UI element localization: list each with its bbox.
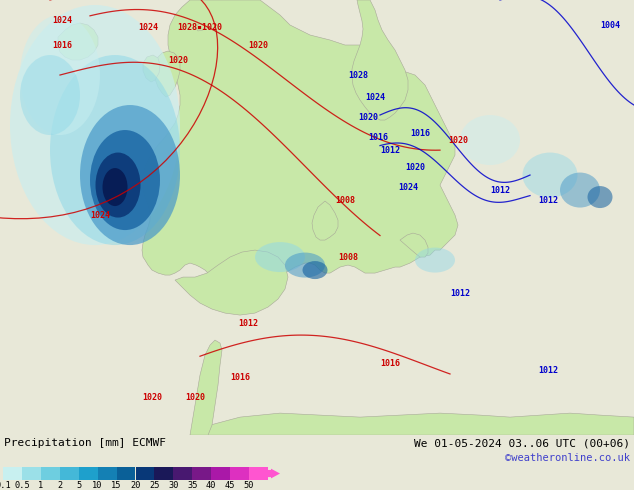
Ellipse shape	[522, 152, 578, 197]
Bar	[3, 467, 22, 480]
Text: 1020: 1020	[448, 136, 468, 145]
Text: 1016: 1016	[380, 359, 400, 368]
Text: 1012: 1012	[238, 318, 258, 328]
Bar	[192, 467, 211, 480]
Text: ©weatheronline.co.uk: ©weatheronline.co.uk	[505, 453, 630, 463]
Text: 1020: 1020	[142, 392, 162, 402]
Text: 1016: 1016	[52, 41, 72, 49]
Ellipse shape	[460, 115, 520, 165]
Bar	[98, 467, 117, 480]
Text: 15: 15	[112, 481, 122, 490]
Polygon shape	[352, 0, 408, 120]
Text: 0.1: 0.1	[0, 481, 11, 490]
Ellipse shape	[10, 5, 180, 245]
Text: 1024: 1024	[52, 16, 72, 24]
Text: 1020: 1020	[358, 113, 378, 122]
Ellipse shape	[560, 172, 600, 208]
Bar	[60, 467, 79, 480]
Text: 1016: 1016	[368, 132, 388, 142]
Text: 1024: 1024	[365, 93, 385, 101]
Ellipse shape	[588, 186, 612, 208]
Ellipse shape	[20, 55, 80, 135]
Polygon shape	[195, 23, 205, 31]
Text: 20: 20	[130, 481, 141, 490]
Text: 0.5: 0.5	[14, 481, 30, 490]
Text: 1028▪1020: 1028▪1020	[178, 23, 223, 31]
Ellipse shape	[285, 252, 325, 277]
Ellipse shape	[415, 247, 455, 272]
Bar	[79, 467, 98, 480]
Text: We 01-05-2024 03..06 UTC (00+06): We 01-05-2024 03..06 UTC (00+06)	[414, 438, 630, 448]
Text: 35: 35	[187, 481, 198, 490]
Ellipse shape	[50, 55, 180, 245]
Polygon shape	[400, 233, 428, 257]
Ellipse shape	[20, 15, 100, 135]
Text: 1016: 1016	[230, 372, 250, 382]
Bar	[117, 467, 136, 480]
Bar	[22, 467, 41, 480]
Bar	[136, 467, 155, 480]
Text: 1020: 1020	[248, 41, 268, 49]
Polygon shape	[154, 51, 180, 97]
Text: 1024: 1024	[90, 211, 110, 220]
Ellipse shape	[103, 168, 127, 206]
Text: 50: 50	[244, 481, 254, 490]
Text: 25: 25	[149, 481, 160, 490]
FancyArrow shape	[268, 468, 280, 478]
Ellipse shape	[80, 105, 180, 245]
Bar	[211, 467, 230, 480]
Polygon shape	[58, 23, 98, 60]
Text: 45: 45	[225, 481, 235, 490]
Ellipse shape	[96, 152, 141, 218]
Polygon shape	[143, 55, 160, 82]
Text: 1012: 1012	[538, 196, 558, 204]
Text: 1012: 1012	[490, 186, 510, 195]
Bar	[41, 467, 60, 480]
Text: 1016: 1016	[410, 128, 430, 138]
Text: 1012: 1012	[450, 289, 470, 297]
Text: 1004: 1004	[600, 21, 620, 29]
Polygon shape	[312, 201, 338, 240]
Text: 10: 10	[93, 481, 103, 490]
Text: 40: 40	[206, 481, 216, 490]
Polygon shape	[190, 340, 222, 435]
Text: 1020: 1020	[185, 392, 205, 402]
Bar	[173, 467, 192, 480]
Text: 1020: 1020	[168, 55, 188, 65]
Text: 30: 30	[168, 481, 179, 490]
Ellipse shape	[302, 261, 328, 279]
Ellipse shape	[90, 130, 160, 230]
Polygon shape	[175, 250, 288, 315]
Ellipse shape	[255, 242, 305, 272]
Text: 1024: 1024	[398, 183, 418, 192]
Text: Precipitation [mm] ECMWF: Precipitation [mm] ECMWF	[4, 438, 166, 448]
Text: 1012: 1012	[380, 146, 400, 154]
Bar	[249, 467, 268, 480]
Polygon shape	[190, 413, 634, 435]
Text: 1008: 1008	[338, 252, 358, 262]
Text: 1008: 1008	[335, 196, 355, 204]
Bar	[155, 467, 173, 480]
Text: 2: 2	[57, 481, 62, 490]
Text: 5: 5	[76, 481, 81, 490]
Text: 1012: 1012	[538, 366, 558, 374]
Polygon shape	[142, 0, 458, 280]
Bar	[230, 467, 249, 480]
Text: 1028: 1028	[348, 71, 368, 79]
Text: 1: 1	[38, 481, 44, 490]
Text: 1024: 1024	[138, 23, 158, 31]
Text: 1020: 1020	[405, 163, 425, 172]
